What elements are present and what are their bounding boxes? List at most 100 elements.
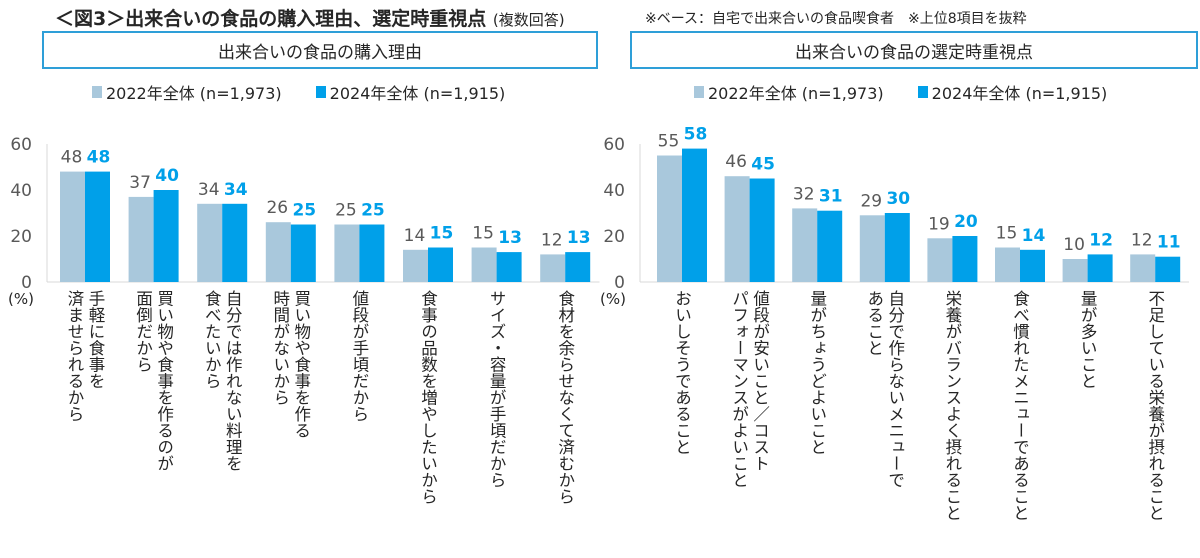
category-label-line: 手軽に食事を — [86, 290, 105, 389]
data-label-2022: 34 — [198, 180, 220, 200]
category-label-line: 不足している栄養が摂れること — [1145, 290, 1165, 521]
category-label-line: 自分で作らないメニューで — [885, 290, 905, 488]
category-label-line: 量が多いこと — [1078, 290, 1098, 389]
right-panel-title: 出来合いの食品の選定時重視点 — [630, 31, 1198, 69]
legend-item-2022: 2022年全体 (n=1,973) — [694, 80, 884, 104]
y-tick-label: 20 — [10, 227, 32, 247]
data-label-2024: 31 — [819, 187, 843, 207]
category-label: 量が多いこと — [1077, 290, 1098, 389]
category-label: 食べ慣れたメニューであること — [1010, 290, 1031, 521]
data-label-2024: 45 — [751, 155, 775, 175]
bar-2024 — [682, 148, 707, 282]
category-label-line: おいしそうであること — [672, 290, 692, 455]
bar-2022 — [724, 176, 750, 282]
legend-item-2022: 2022年全体 (n=1,973) — [92, 80, 282, 104]
bar-2022 — [859, 215, 885, 282]
bar-2022 — [540, 254, 566, 282]
category-label: サイズ・容量が手頃だから — [486, 290, 507, 488]
data-label-2022: 29 — [860, 191, 882, 211]
bar-2024 — [1020, 249, 1045, 282]
y-tick-label: 40 — [603, 181, 625, 201]
bar-2024 — [952, 236, 978, 282]
data-label-2024: 34 — [224, 180, 248, 200]
category-label-line: あること — [864, 290, 884, 356]
category-label-line: 面倒だから — [133, 290, 153, 373]
left-panel-title: 出来合いの食品の購入理由 — [42, 31, 598, 69]
bar-2022 — [265, 222, 291, 282]
category-label: 栄養がバランスよく摂れること — [942, 290, 963, 521]
data-label-2024: 12 — [1089, 230, 1113, 250]
data-label-2024: 25 — [292, 201, 316, 221]
y-tick-label: 60 — [603, 135, 625, 155]
legend-swatch — [917, 86, 928, 98]
bar-2022 — [995, 247, 1020, 282]
category-label: 値段が安いこと／コスト パフォーマンスがよいこと — [729, 290, 771, 488]
bar-2024 — [1155, 256, 1181, 282]
bar-2024 — [153, 190, 179, 282]
category-label: 手軽に食事を 済ませられるから — [64, 290, 106, 422]
data-label-2022: 15 — [996, 224, 1018, 244]
data-label-2024: 48 — [87, 148, 111, 168]
data-label-2024: 14 — [1022, 226, 1046, 246]
bar-2022 — [128, 196, 154, 282]
data-label-2022: 19 — [928, 214, 950, 234]
data-label-2022: 14 — [404, 226, 426, 246]
category-label-line: 買い物や食事を作るのが — [154, 290, 174, 472]
data-label-2024: 20 — [954, 212, 978, 232]
left-legend: 2022年全体 (n=1,973) 2024年全体 (n=1,915) — [92, 80, 505, 104]
data-label-2024: 40 — [155, 166, 179, 186]
category-label: 買い物や食事を作るのが 面倒だから — [133, 290, 175, 472]
category-label-line: 買い物や食事を作る — [291, 290, 311, 439]
legend-label: 2024年全体 (n=1,915) — [931, 84, 1108, 103]
bar-2022 — [197, 203, 223, 282]
legend-swatch — [315, 86, 326, 98]
category-label-line: 食べ慣れたメニューであること — [1010, 290, 1030, 521]
category-label-line: 栄養がバランスよく摂れること — [942, 290, 962, 521]
category-label-line: 量がちょうどよいこと — [807, 290, 827, 455]
bar-2024 — [565, 252, 591, 282]
data-label-2024: 15 — [430, 224, 454, 244]
bar-2024 — [749, 178, 775, 282]
base-note: ※ベース：自宅で出来合いの食品喫食者 ※上位8項目を抜粋 — [645, 11, 1027, 27]
y-tick-label: 20 — [603, 227, 625, 247]
data-label-2022: 15 — [472, 224, 494, 244]
category-label-line: 食事の品数を増やしたいから — [418, 290, 438, 505]
bar-2022 — [1130, 254, 1156, 282]
category-label: 自分では作れない料理を 食べたいから — [201, 290, 243, 472]
category-label: おいしそうであること — [672, 290, 693, 455]
data-label-2022: 48 — [61, 148, 83, 168]
bar-2024 — [290, 224, 316, 282]
y-tick-label: 60 — [10, 135, 32, 155]
legend-swatch — [694, 86, 704, 98]
bar-2022 — [403, 249, 428, 282]
data-label-2022: 26 — [266, 198, 288, 218]
y-tick-label: 40 — [10, 181, 32, 201]
bar-2024 — [359, 224, 385, 282]
category-label: 量がちょうどよいこと — [807, 290, 828, 455]
legend-swatch — [92, 86, 102, 98]
data-label-2024: 13 — [567, 228, 591, 248]
category-label-line: 自分では作れない料理を — [223, 290, 243, 472]
bar-2024 — [1087, 254, 1113, 282]
data-label-2022: 12 — [541, 230, 563, 250]
data-label-2022: 10 — [1063, 235, 1085, 255]
category-label-line: 値段が安いこと／コスト — [750, 290, 770, 472]
bar-2022 — [792, 208, 818, 282]
bar-2022 — [334, 224, 360, 282]
bar-2024 — [884, 213, 910, 282]
title-note: (複数回答) — [492, 11, 565, 29]
legend-label: 2022年全体 (n=1,973) — [106, 84, 282, 103]
y-unit-label: (%) — [600, 290, 626, 308]
data-label-2022: 12 — [1131, 230, 1153, 250]
category-label: 不足している栄養が摂れること — [1145, 290, 1166, 521]
category-label: 自分で作らないメニューで あること — [864, 290, 906, 488]
bar-2022 — [60, 171, 85, 282]
category-label: 食材を余らせなくて済むから — [555, 290, 576, 505]
data-label-2022: 46 — [725, 152, 747, 172]
category-label-line: 食べたいから — [202, 290, 222, 389]
bar-2024 — [85, 171, 110, 282]
category-label-line: 時間がないから — [270, 290, 290, 406]
data-label-2022: 32 — [793, 184, 815, 204]
